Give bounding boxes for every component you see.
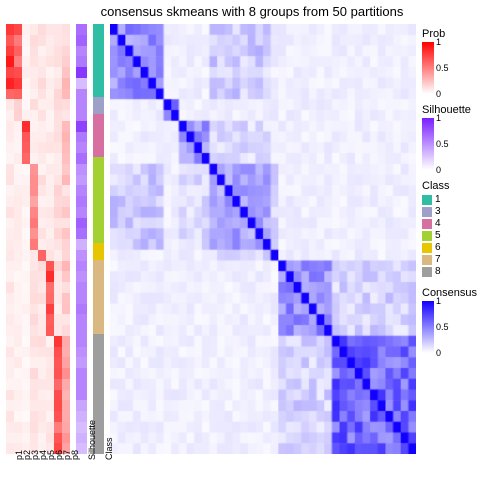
prob-col-p3 [22,24,30,454]
annotation-columns [6,24,104,454]
consensus-heatmap [110,24,416,454]
silhouette-col [76,24,87,454]
legend-prob-bar [422,42,434,94]
prob-col-p8 [62,24,70,454]
legend-class: Class1345678 [422,180,500,277]
prob-col-p2 [14,24,22,454]
legend-class-4: 4 [422,218,500,229]
heatmap-panel [6,24,416,454]
tick-p8: p8 [70,450,80,460]
class-col [93,24,104,454]
legend-class-8: 8 [422,266,500,277]
legend-consensus-title: Consensus [422,287,500,299]
legend-class-7: 7 [422,254,500,265]
legend-consensus-bar [422,301,434,353]
legend-class-1: 1 [422,194,500,205]
page-title: consensus skmeans with 8 groups from 50 … [0,4,504,19]
tick-silhouette: Silhouette [87,420,97,460]
legend-silhouette: Silhouette00.51 [422,104,500,170]
legend-class-5: 5 [422,230,500,241]
legend-consensus: Consensus00.51 [422,287,500,353]
legends-panel: Prob00.51 Silhouette00.51 Class1345678 Cons… [422,28,500,363]
prob-col-p1 [6,24,14,454]
prob-col-p5 [38,24,46,454]
legend-class-3: 3 [422,206,500,217]
prob-col-p6 [46,24,54,454]
tick-class: Class [104,437,114,460]
column-tick-labels: p1p2p3p4p5p6p7p8SilhouetteClass [6,458,166,504]
legend-class-6: 6 [422,242,500,253]
prob-col-p4 [30,24,38,454]
prob-col-p7 [54,24,62,454]
legend-silhouette-bar [422,118,434,170]
legend-prob: Prob00.51 [422,28,500,94]
legend-prob-title: Prob [422,28,500,40]
legend-silhouette-title: Silhouette [422,104,500,116]
